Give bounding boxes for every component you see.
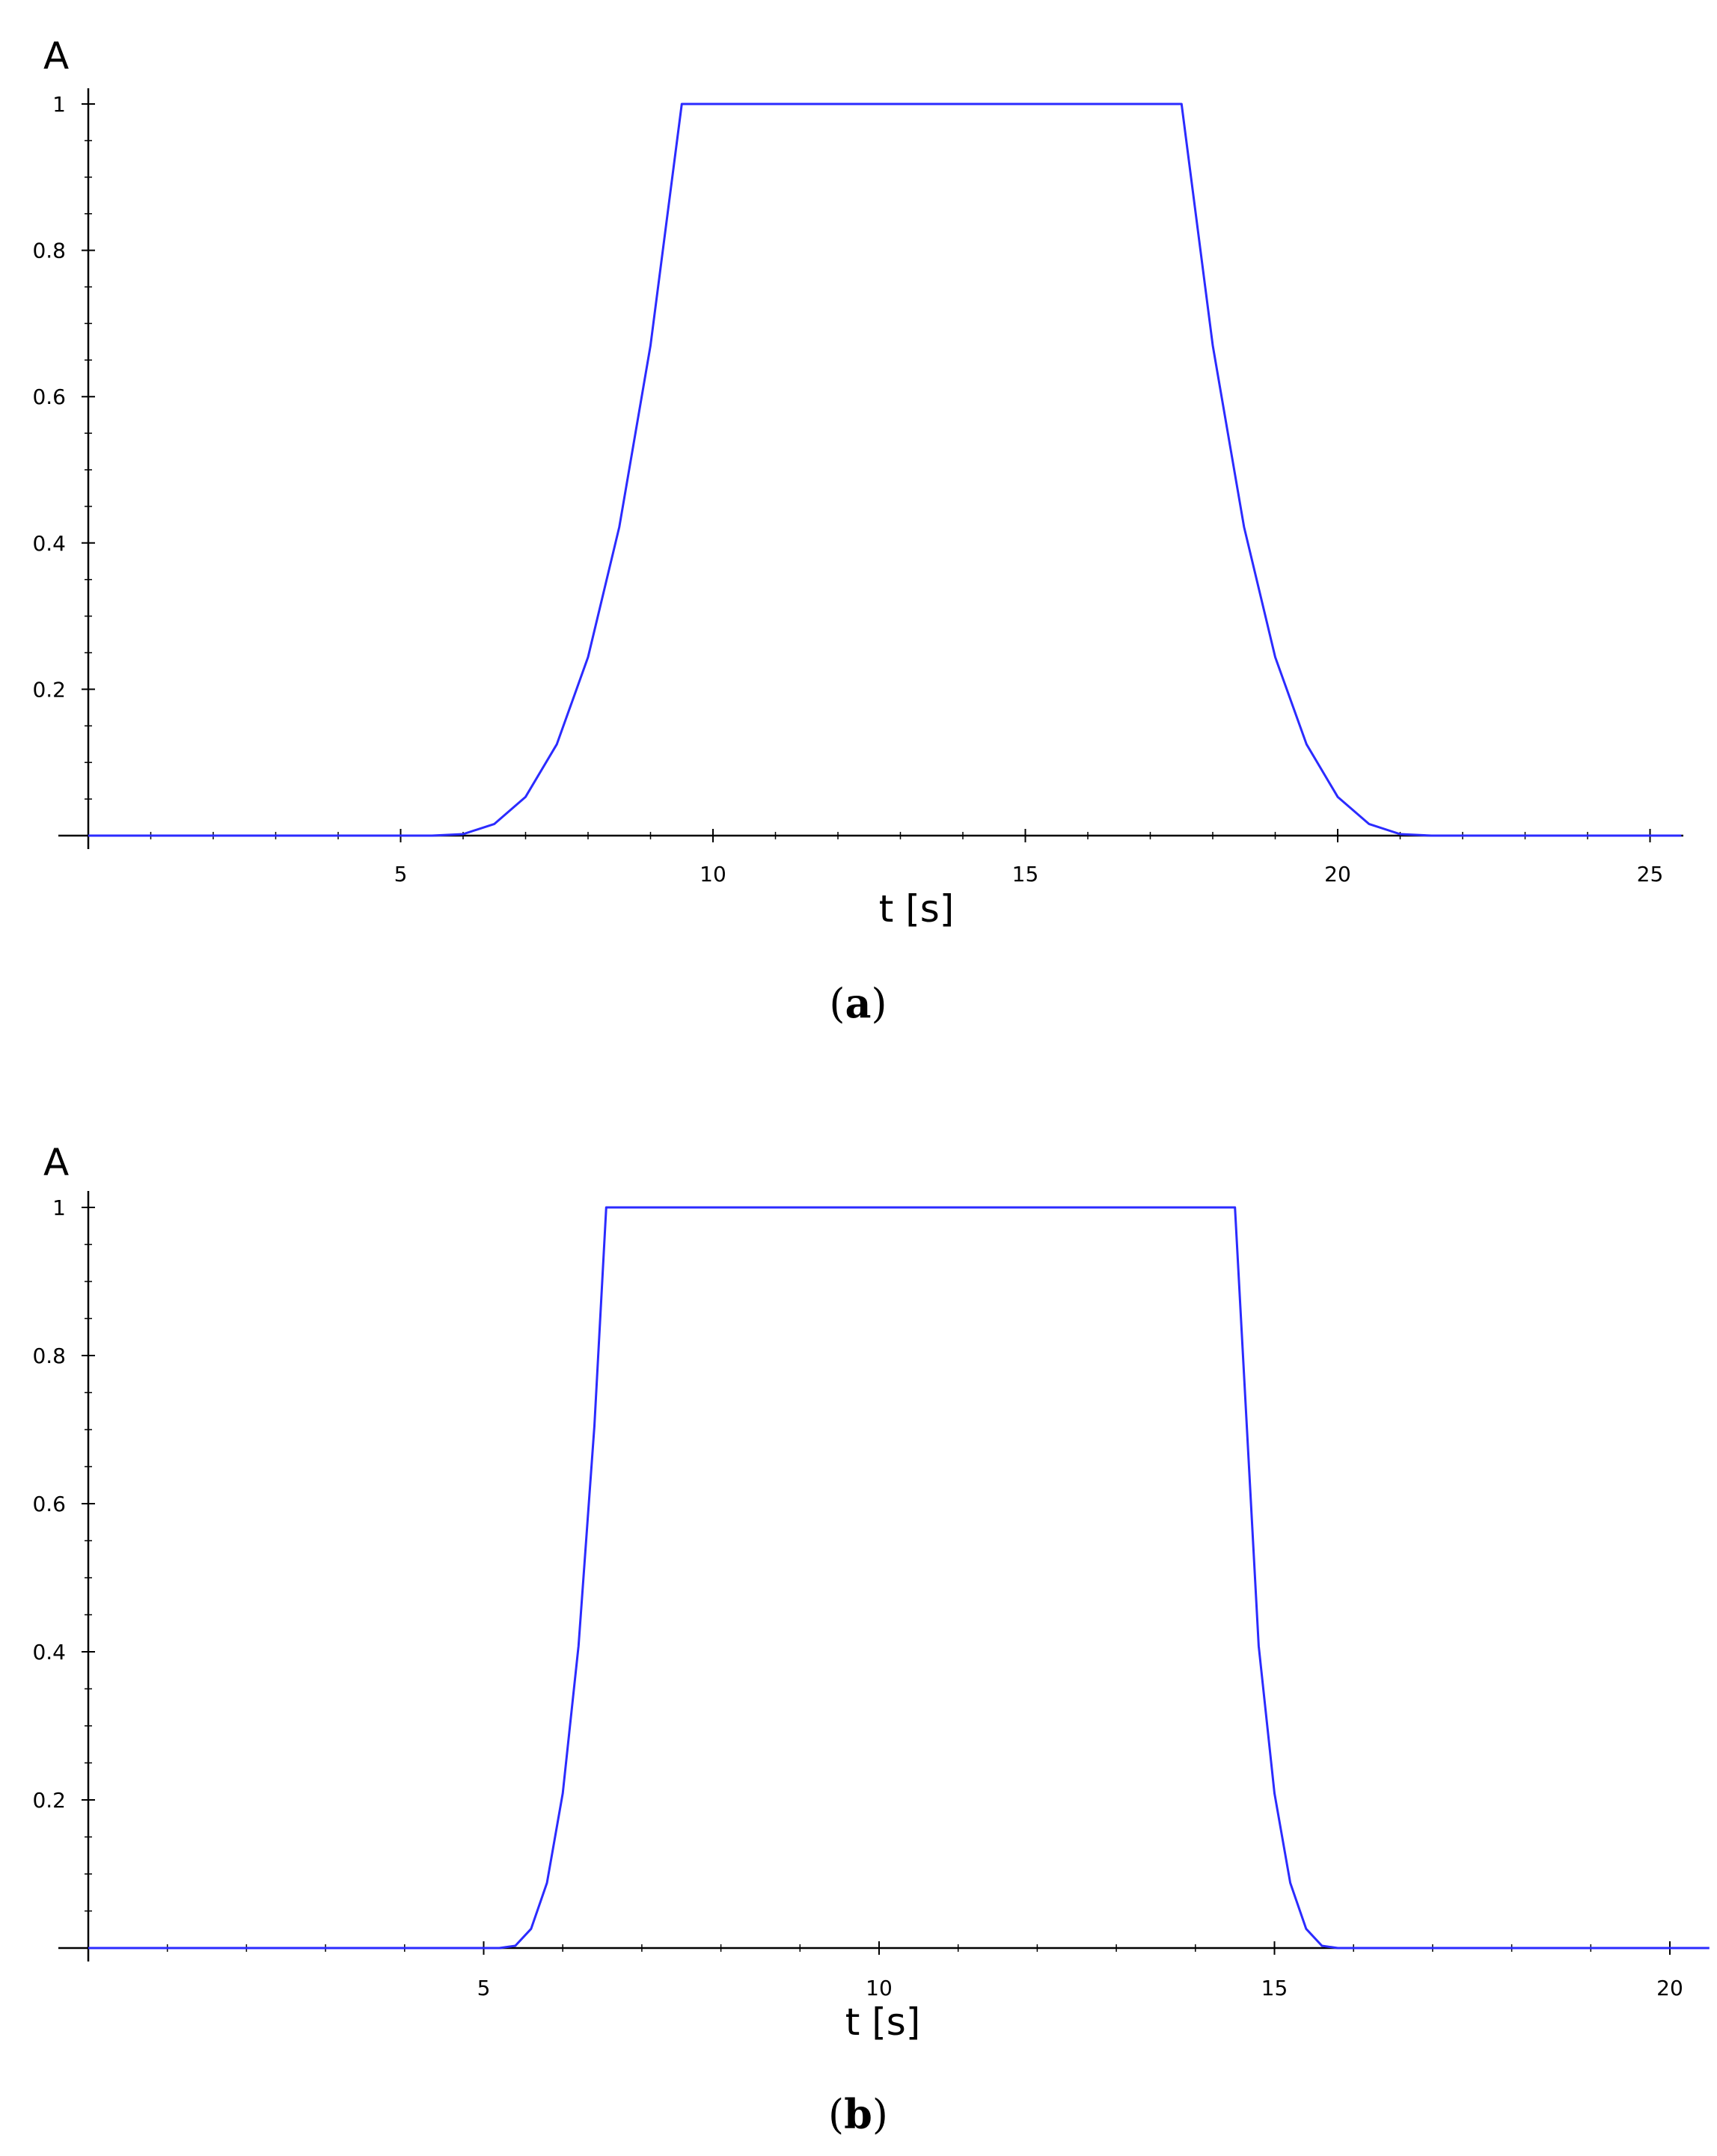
y-axis-label: A xyxy=(43,34,69,78)
x-tick-label: 5 xyxy=(394,862,408,886)
x-tick-label: 15 xyxy=(1261,1976,1288,2000)
y-tick-label: 0.4 xyxy=(32,1640,66,1665)
x-axis-label: t [s] xyxy=(845,2000,921,2044)
y-tick-label: 0.4 xyxy=(32,531,66,556)
x-axis-label: t [s] xyxy=(879,887,955,931)
series-line xyxy=(88,1206,1710,1950)
y-tick-label: 1 xyxy=(52,92,66,117)
panel-a-chart: 5 10 15 20 25 0.2 0.4 0.6 0.8 1 At [s] xyxy=(32,34,1683,931)
y-tick-label: 0.2 xyxy=(32,1788,66,1813)
y-tick-label: 0.6 xyxy=(32,385,66,409)
x-tick-label: 10 xyxy=(866,1976,893,2000)
y-tick-label: 0.6 xyxy=(32,1492,66,1516)
y-tick-label: 0.8 xyxy=(32,239,66,263)
series-line xyxy=(88,102,1682,837)
y-axis-label: A xyxy=(43,1141,69,1184)
y-tick-label: 0.2 xyxy=(32,677,66,702)
caption-a: (a) xyxy=(829,979,887,1027)
x-tick-label: 20 xyxy=(1656,1976,1683,2000)
x-tick-label: 10 xyxy=(700,862,726,886)
x-tick-label: 20 xyxy=(1324,862,1351,886)
x-tick-label: 15 xyxy=(1012,862,1039,886)
panel-b-chart: 5 10 15 20 0.2 0.4 0.6 0.8 1 At [s] xyxy=(32,1141,1710,2044)
x-tick-label: 25 xyxy=(1637,862,1664,886)
y-tick-label: 0.8 xyxy=(32,1344,66,1368)
caption-b: (b) xyxy=(828,2090,888,2138)
x-tick-label: 5 xyxy=(477,1976,491,2000)
y-tick-label: 1 xyxy=(52,1195,66,1220)
